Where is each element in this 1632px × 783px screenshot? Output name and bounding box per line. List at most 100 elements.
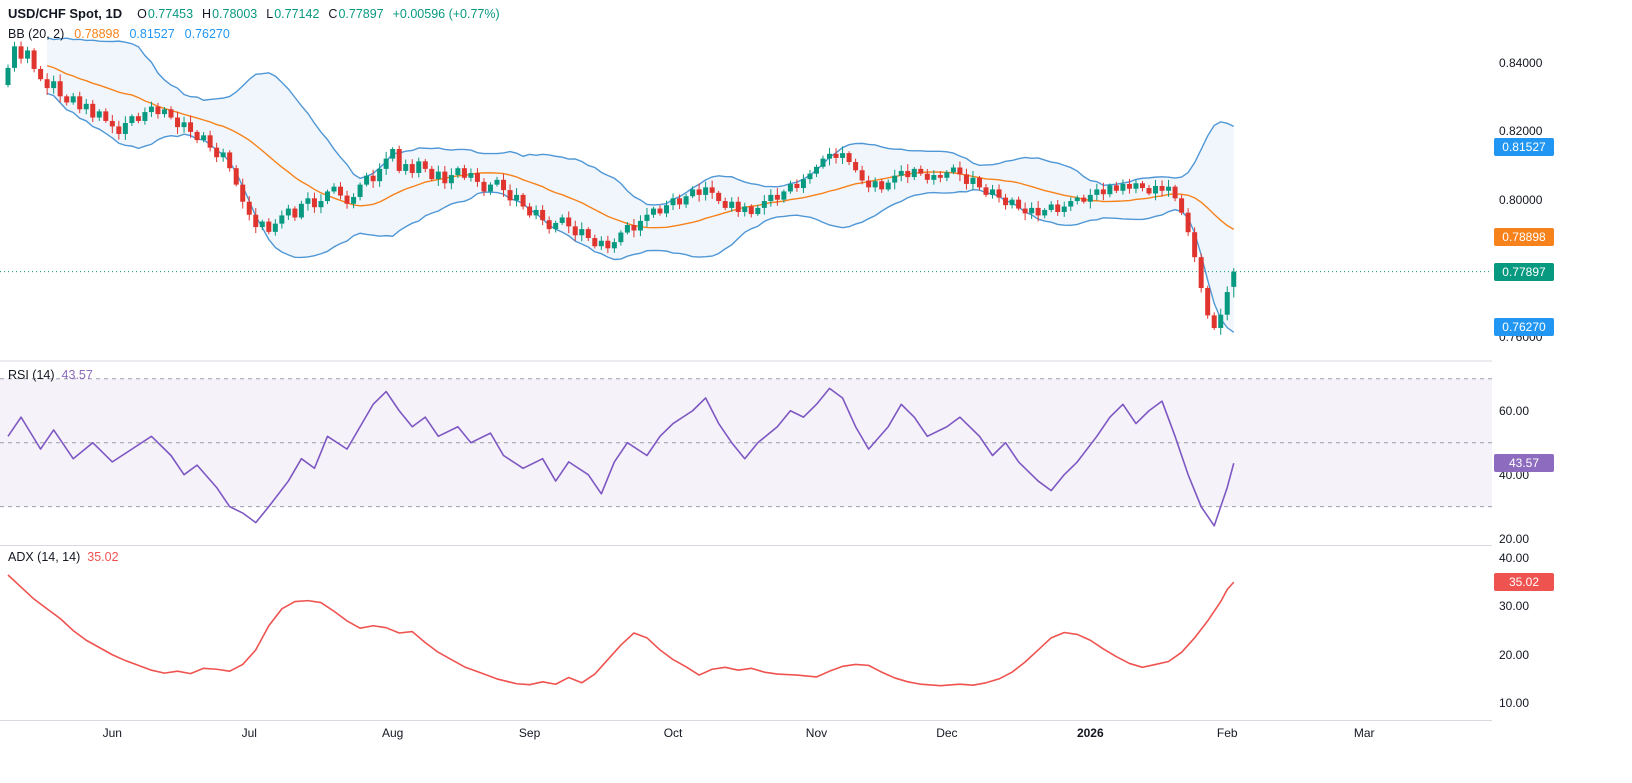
candle-body <box>840 153 846 158</box>
candle-body <box>1153 185 1159 194</box>
candle-body <box>846 153 852 163</box>
ohlc-l-label: L <box>266 7 274 21</box>
candle-body <box>305 198 311 204</box>
candle-body <box>175 117 181 128</box>
adx-legend: ADX (14, 14) 35.02 <box>8 550 119 564</box>
adx-indicator-label[interactable]: ADX (14, 14) <box>8 550 81 564</box>
candle-body <box>1113 185 1119 191</box>
adx-value-badge: 35.02 <box>1494 573 1554 592</box>
candle-body <box>859 170 865 181</box>
candle-body <box>240 184 246 202</box>
ohlc-values: O0.77453 H0.78003 L0.77142 C0.77897 <box>128 7 384 21</box>
price-axis[interactable]: 0.840000.820000.800000.780000.7600060.00… <box>1492 0 1632 752</box>
candle-body <box>605 240 611 249</box>
candle-body <box>970 177 976 184</box>
candle-body <box>422 161 428 169</box>
time-axis-label: 2026 <box>1076 726 1104 740</box>
candle-body <box>266 221 272 232</box>
candle-body <box>227 152 233 169</box>
bb-lower-value: 0.76270 <box>184 27 230 41</box>
candle-body <box>879 181 885 190</box>
rsi-indicator-label[interactable]: RSI (14) <box>8 368 55 382</box>
candle-body <box>716 192 722 202</box>
candle-body <box>1029 207 1035 214</box>
candle-body <box>161 109 167 115</box>
candle-body <box>148 106 154 113</box>
candle-body <box>57 81 63 97</box>
candle-body <box>38 68 44 80</box>
candle-body <box>1126 183 1132 189</box>
candle-body <box>1185 212 1191 233</box>
candle-body <box>474 172 480 182</box>
candle-body <box>579 229 585 236</box>
candle-body <box>344 195 350 204</box>
candle-body <box>31 50 37 69</box>
candle-body <box>25 50 31 59</box>
candle-body <box>1016 199 1022 209</box>
candle-body <box>246 201 252 215</box>
candle-body <box>481 181 487 192</box>
bb-indicator-label[interactable]: BB (20, 2) <box>8 27 65 41</box>
rsi-line <box>7 387 1235 527</box>
candle-body <box>324 191 330 202</box>
candle-body <box>409 164 415 173</box>
candle-body <box>279 215 285 224</box>
candle-body <box>357 184 363 197</box>
candle-body <box>1205 287 1211 316</box>
time-axis[interactable]: Jun Jul Aug Sep Oct Nov Dec 2026 Feb Mar <box>0 721 1492 751</box>
candle-body <box>1146 188 1152 194</box>
time-axis-label: Feb <box>1216 726 1238 740</box>
ohlc-o-label: O <box>137 7 147 21</box>
candle-body <box>494 179 500 185</box>
candle-body <box>103 111 109 121</box>
candle-body <box>122 123 128 134</box>
candle-body <box>657 208 663 214</box>
candlestick-series <box>5 41 1237 335</box>
bb-upper-badge: 0.81527 <box>1494 138 1554 157</box>
candle-body <box>390 149 396 159</box>
candle-body <box>683 196 689 205</box>
candle-body <box>12 46 18 68</box>
candle-body <box>800 179 806 189</box>
candle-body <box>735 201 741 213</box>
candle-body <box>351 196 357 204</box>
candle-body <box>1224 292 1230 315</box>
candle-body <box>781 191 787 200</box>
candle-body <box>383 158 389 169</box>
candle-body <box>709 187 715 193</box>
candle-body <box>976 177 982 188</box>
ohlc-h-label: H <box>202 7 212 21</box>
candle-body <box>827 153 833 159</box>
adx-current-value: 35.02 <box>87 550 119 564</box>
candle-body <box>285 208 291 216</box>
candle-body <box>1074 197 1080 202</box>
candle-body <box>637 220 643 231</box>
ohlc-l-value: 0.77142 <box>274 7 320 21</box>
symbol-title[interactable]: USD/CHF Spot, 1D <box>8 6 123 21</box>
rsi-current-value: 43.57 <box>61 368 93 382</box>
candle-body <box>96 111 102 118</box>
time-axis-label: Oct <box>663 726 683 740</box>
candle-body <box>214 147 220 158</box>
candle-body <box>77 96 83 110</box>
rsi-legend: RSI (14) 43.57 <box>8 368 93 382</box>
candle-body <box>807 173 813 180</box>
candle-body <box>1048 204 1054 210</box>
candle-body <box>1159 185 1165 191</box>
candle-body <box>487 184 493 192</box>
candle-body <box>416 161 422 173</box>
candle-body <box>1042 209 1048 216</box>
candle-body <box>748 206 754 215</box>
candle-body <box>253 214 259 228</box>
adx-tick-label: 10.00 <box>1499 696 1530 711</box>
candle-body <box>207 135 213 148</box>
candle-body <box>813 166 819 174</box>
candle-body <box>1035 207 1041 216</box>
time-axis-label: Nov <box>805 726 828 740</box>
candle-body <box>135 116 141 121</box>
candle-body <box>83 103 89 110</box>
candle-body <box>527 206 533 216</box>
candle-body <box>429 168 435 180</box>
candle-body <box>540 209 546 221</box>
